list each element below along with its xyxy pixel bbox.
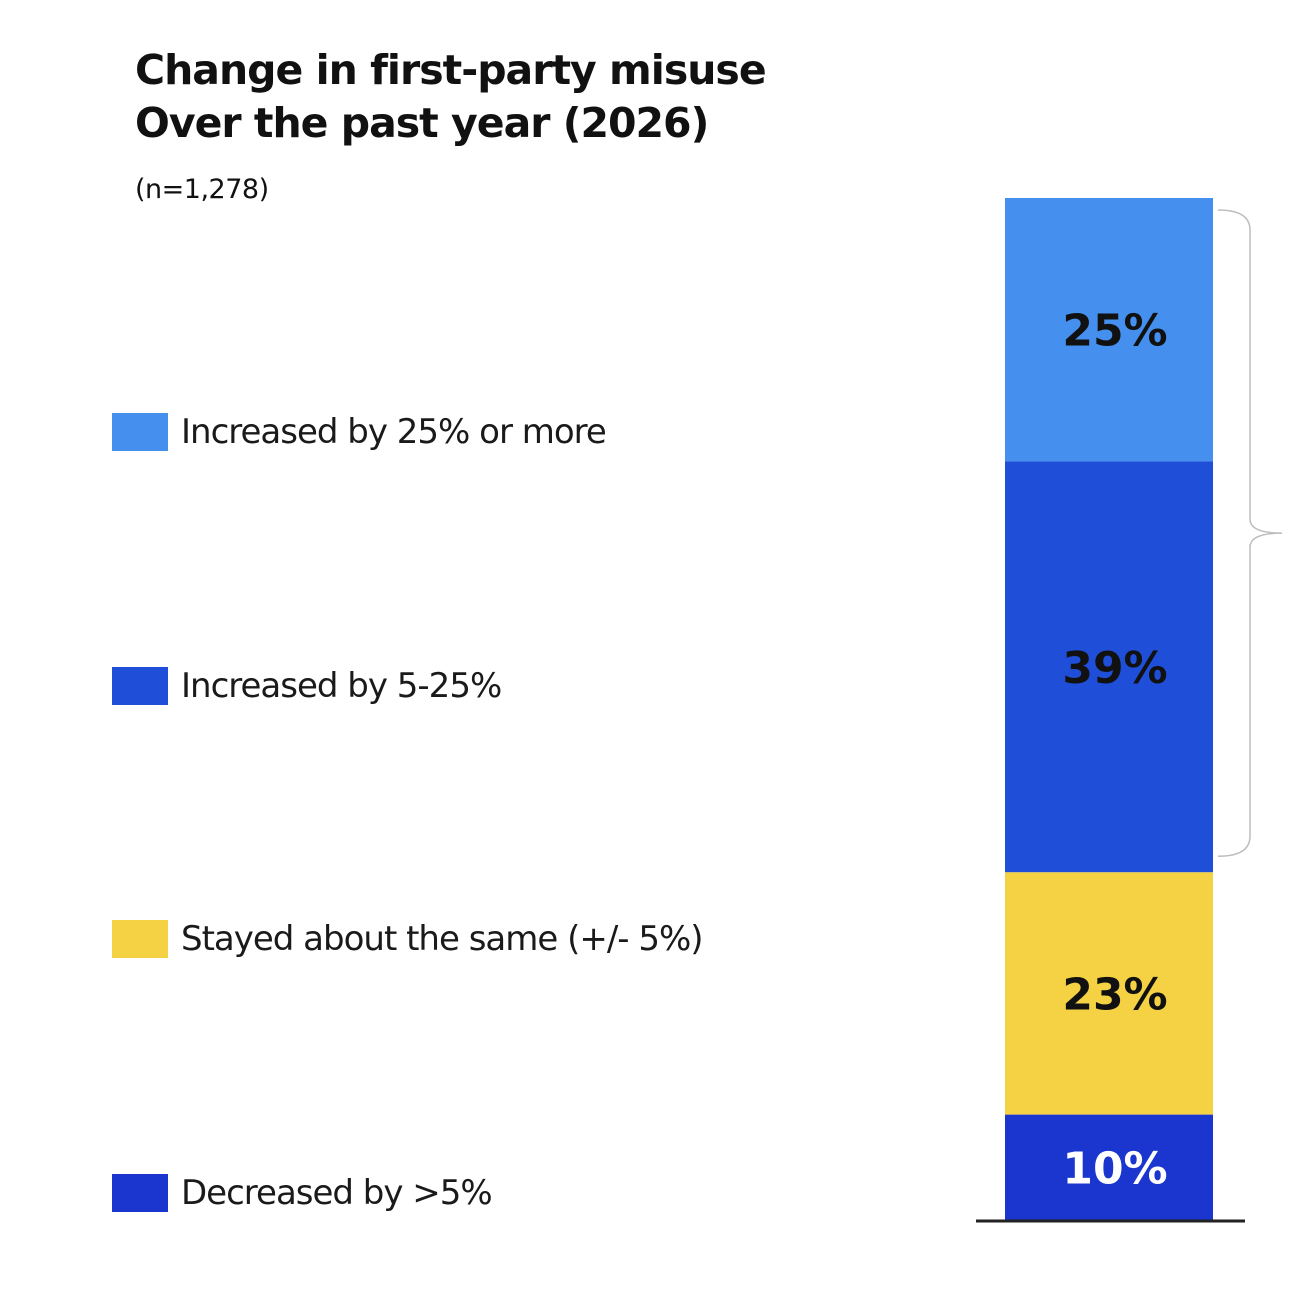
legend-swatch-decreased — [112, 1174, 168, 1212]
data-label-2: 23% — [1062, 969, 1167, 1020]
bar-segment-1 — [1005, 461, 1213, 873]
chart-title-line-1: Change in first-party misuse — [135, 46, 767, 94]
data-label-0: 25% — [1062, 306, 1167, 357]
bar-segment-0 — [1005, 198, 1213, 462]
data-label-1: 39% — [1062, 643, 1167, 694]
legend-item-decreased: Decreased by >5% — [112, 1173, 493, 1213]
data-label-3: 10% — [1062, 1143, 1167, 1194]
chart-subtitle: (n=1,278) — [135, 174, 269, 205]
legend-item-stayed-same: Stayed about the same (+/- 5%) — [112, 919, 704, 959]
legend-label-increased-25-plus: Increased by 25% or more — [181, 412, 607, 452]
increase-bracket — [1217, 209, 1283, 858]
legend-swatch-increased-25-plus — [112, 413, 168, 451]
bar-segment-3 — [1005, 1114, 1213, 1220]
legend-label-increased-5-25: Increased by 5-25% — [181, 666, 502, 706]
legend-item-increased-5-25: Increased by 5-25% — [112, 666, 502, 706]
legend-label-stayed-same: Stayed about the same (+/- 5%) — [181, 919, 704, 959]
chart-title: Change in first-party misuse Over the pa… — [135, 44, 915, 150]
legend-swatch-increased-5-25 — [112, 667, 168, 705]
legend-swatch-stayed-same — [112, 920, 168, 958]
chart-title-line-2: Over the past year (2026) — [135, 99, 709, 147]
bar-segment-2 — [1005, 872, 1213, 1115]
legend-label-decreased: Decreased by >5% — [181, 1173, 493, 1213]
legend-item-increased-25-plus: Increased by 25% or more — [112, 412, 607, 452]
